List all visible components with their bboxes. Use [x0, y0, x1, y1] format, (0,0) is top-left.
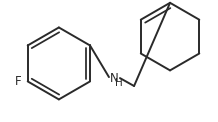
Text: F: F	[15, 75, 22, 88]
Text: N: N	[110, 72, 119, 85]
Text: H: H	[115, 78, 123, 88]
